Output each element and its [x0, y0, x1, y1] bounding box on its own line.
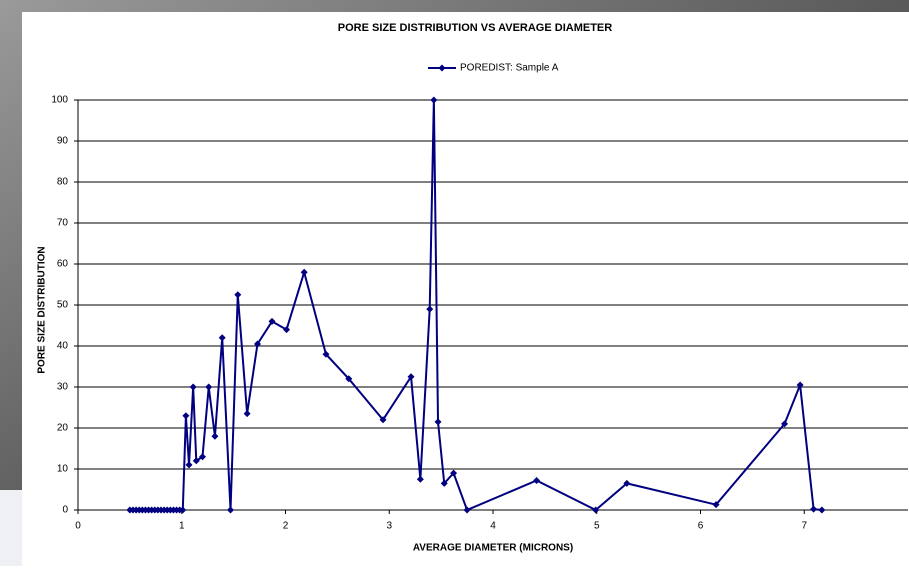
- x-tick-label: 5: [594, 521, 600, 532]
- chart-title: PORE SIZE DISTRIBUTION VS AVERAGE DIAMET…: [338, 22, 612, 34]
- x-tick-label: 2: [283, 521, 289, 532]
- data-point: [182, 412, 190, 420]
- data-point: [185, 461, 193, 469]
- data-point: [345, 375, 353, 383]
- y-tick-label: 70: [57, 218, 69, 229]
- x-tick-label: 6: [698, 521, 704, 532]
- data-point: [592, 506, 600, 514]
- data-point: [234, 291, 242, 299]
- data-point: [205, 383, 213, 391]
- data-point: [416, 475, 424, 483]
- y-tick-label: 60: [57, 259, 69, 270]
- data-point: [712, 501, 720, 509]
- y-axis-label: PORE SIZE DISTRIBUTION: [37, 246, 48, 373]
- x-axis-label: AVERAGE DIAMETER (MICRONS): [413, 543, 573, 554]
- side-panel: [0, 490, 22, 566]
- x-tick-label: 7: [801, 521, 807, 532]
- data-point: [440, 479, 448, 487]
- data-point: [283, 326, 291, 334]
- y-tick-label: 30: [57, 382, 69, 393]
- data-point: [300, 268, 308, 276]
- y-tick-label: 50: [57, 300, 69, 311]
- data-point: [192, 457, 200, 465]
- data-point: [253, 340, 261, 348]
- data-point: [623, 479, 631, 487]
- chart-panel: [22, 12, 909, 566]
- y-tick-label: 100: [51, 95, 68, 106]
- data-point: [379, 416, 387, 424]
- data-point: [434, 418, 442, 426]
- data-point: [430, 96, 438, 104]
- y-tick-label: 40: [57, 341, 69, 352]
- x-tick-label: 3: [386, 521, 392, 532]
- data-point: [796, 381, 804, 389]
- y-tick-label: 90: [57, 136, 69, 147]
- x-tick-label: 1: [179, 521, 185, 532]
- data-point: [179, 506, 187, 514]
- y-tick-label: 80: [57, 177, 69, 188]
- legend-label: POREDIST: Sample A: [460, 63, 559, 74]
- data-point: [426, 305, 434, 313]
- data-point: [218, 334, 226, 342]
- data-point: [781, 420, 789, 428]
- x-tick-label: 4: [490, 521, 496, 532]
- data-point: [407, 373, 415, 381]
- data-point: [463, 506, 471, 514]
- data-point: [227, 506, 235, 514]
- data-point: [322, 350, 330, 358]
- data-point: [243, 410, 251, 418]
- data-point: [810, 505, 818, 513]
- y-tick-label: 10: [57, 464, 69, 475]
- data-point: [211, 432, 219, 440]
- data-point: [450, 469, 458, 477]
- y-tick-label: 20: [57, 423, 69, 434]
- data-point: [189, 383, 197, 391]
- x-tick-label: 0: [75, 521, 81, 532]
- y-tick-label: 0: [62, 505, 68, 516]
- data-point: [818, 506, 826, 514]
- data-point: [533, 476, 541, 484]
- data-point: [268, 317, 276, 325]
- data-point: [199, 453, 206, 461]
- legend-marker: [438, 64, 446, 72]
